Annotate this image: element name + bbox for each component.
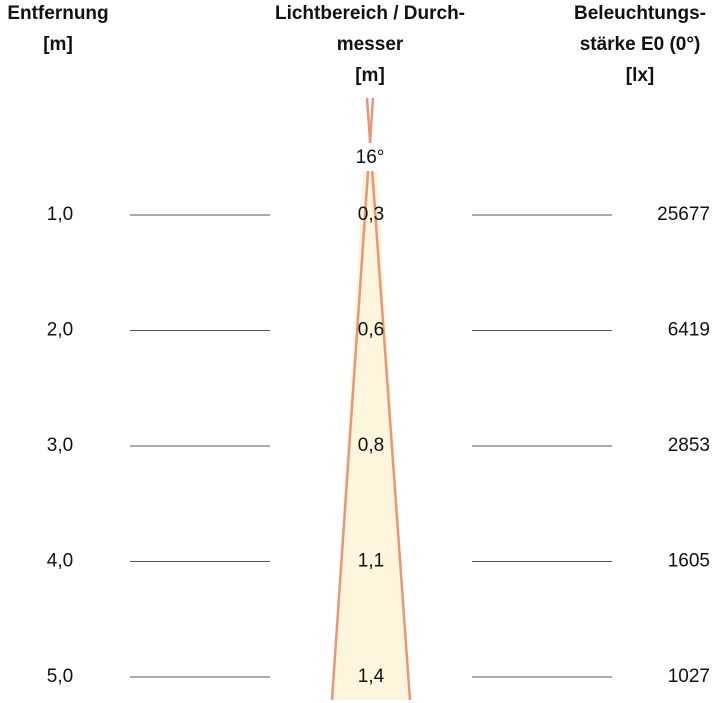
column-header: Lichtbereich / Durch- (275, 3, 465, 24)
column-header: Beleuchtungs- (574, 3, 706, 24)
column-header: stärke E0 (0°) (580, 34, 701, 55)
diameter: 1,4 (358, 666, 385, 687)
cone-edge (365, 97, 412, 701)
illuminance: 25677 (657, 204, 710, 225)
column-header: [lx] (626, 65, 655, 86)
distance: 5,0 (47, 666, 73, 687)
light-cone (332, 172, 410, 700)
diameter: 0,3 (358, 204, 384, 225)
beam-angle: 16° (356, 147, 385, 168)
illuminance: 6419 (668, 320, 710, 341)
column-header: messer (337, 34, 404, 55)
column-header: Entfernung (7, 3, 108, 24)
illuminance: 1605 (668, 551, 710, 572)
cone-edge (330, 97, 375, 701)
distance: 4,0 (47, 551, 73, 572)
diameter: 1,1 (358, 551, 384, 572)
distance: 3,0 (47, 435, 73, 456)
illuminance: 2853 (668, 435, 710, 456)
column-header: [m] (43, 34, 73, 55)
illuminance: 1027 (668, 666, 710, 687)
diameter: 0,6 (358, 320, 384, 341)
angle-label-bg (348, 143, 392, 171)
distance: 1,0 (47, 204, 73, 225)
column-header: [m] (355, 65, 385, 86)
diameter: 0,8 (358, 435, 384, 456)
distance: 2,0 (47, 320, 73, 341)
